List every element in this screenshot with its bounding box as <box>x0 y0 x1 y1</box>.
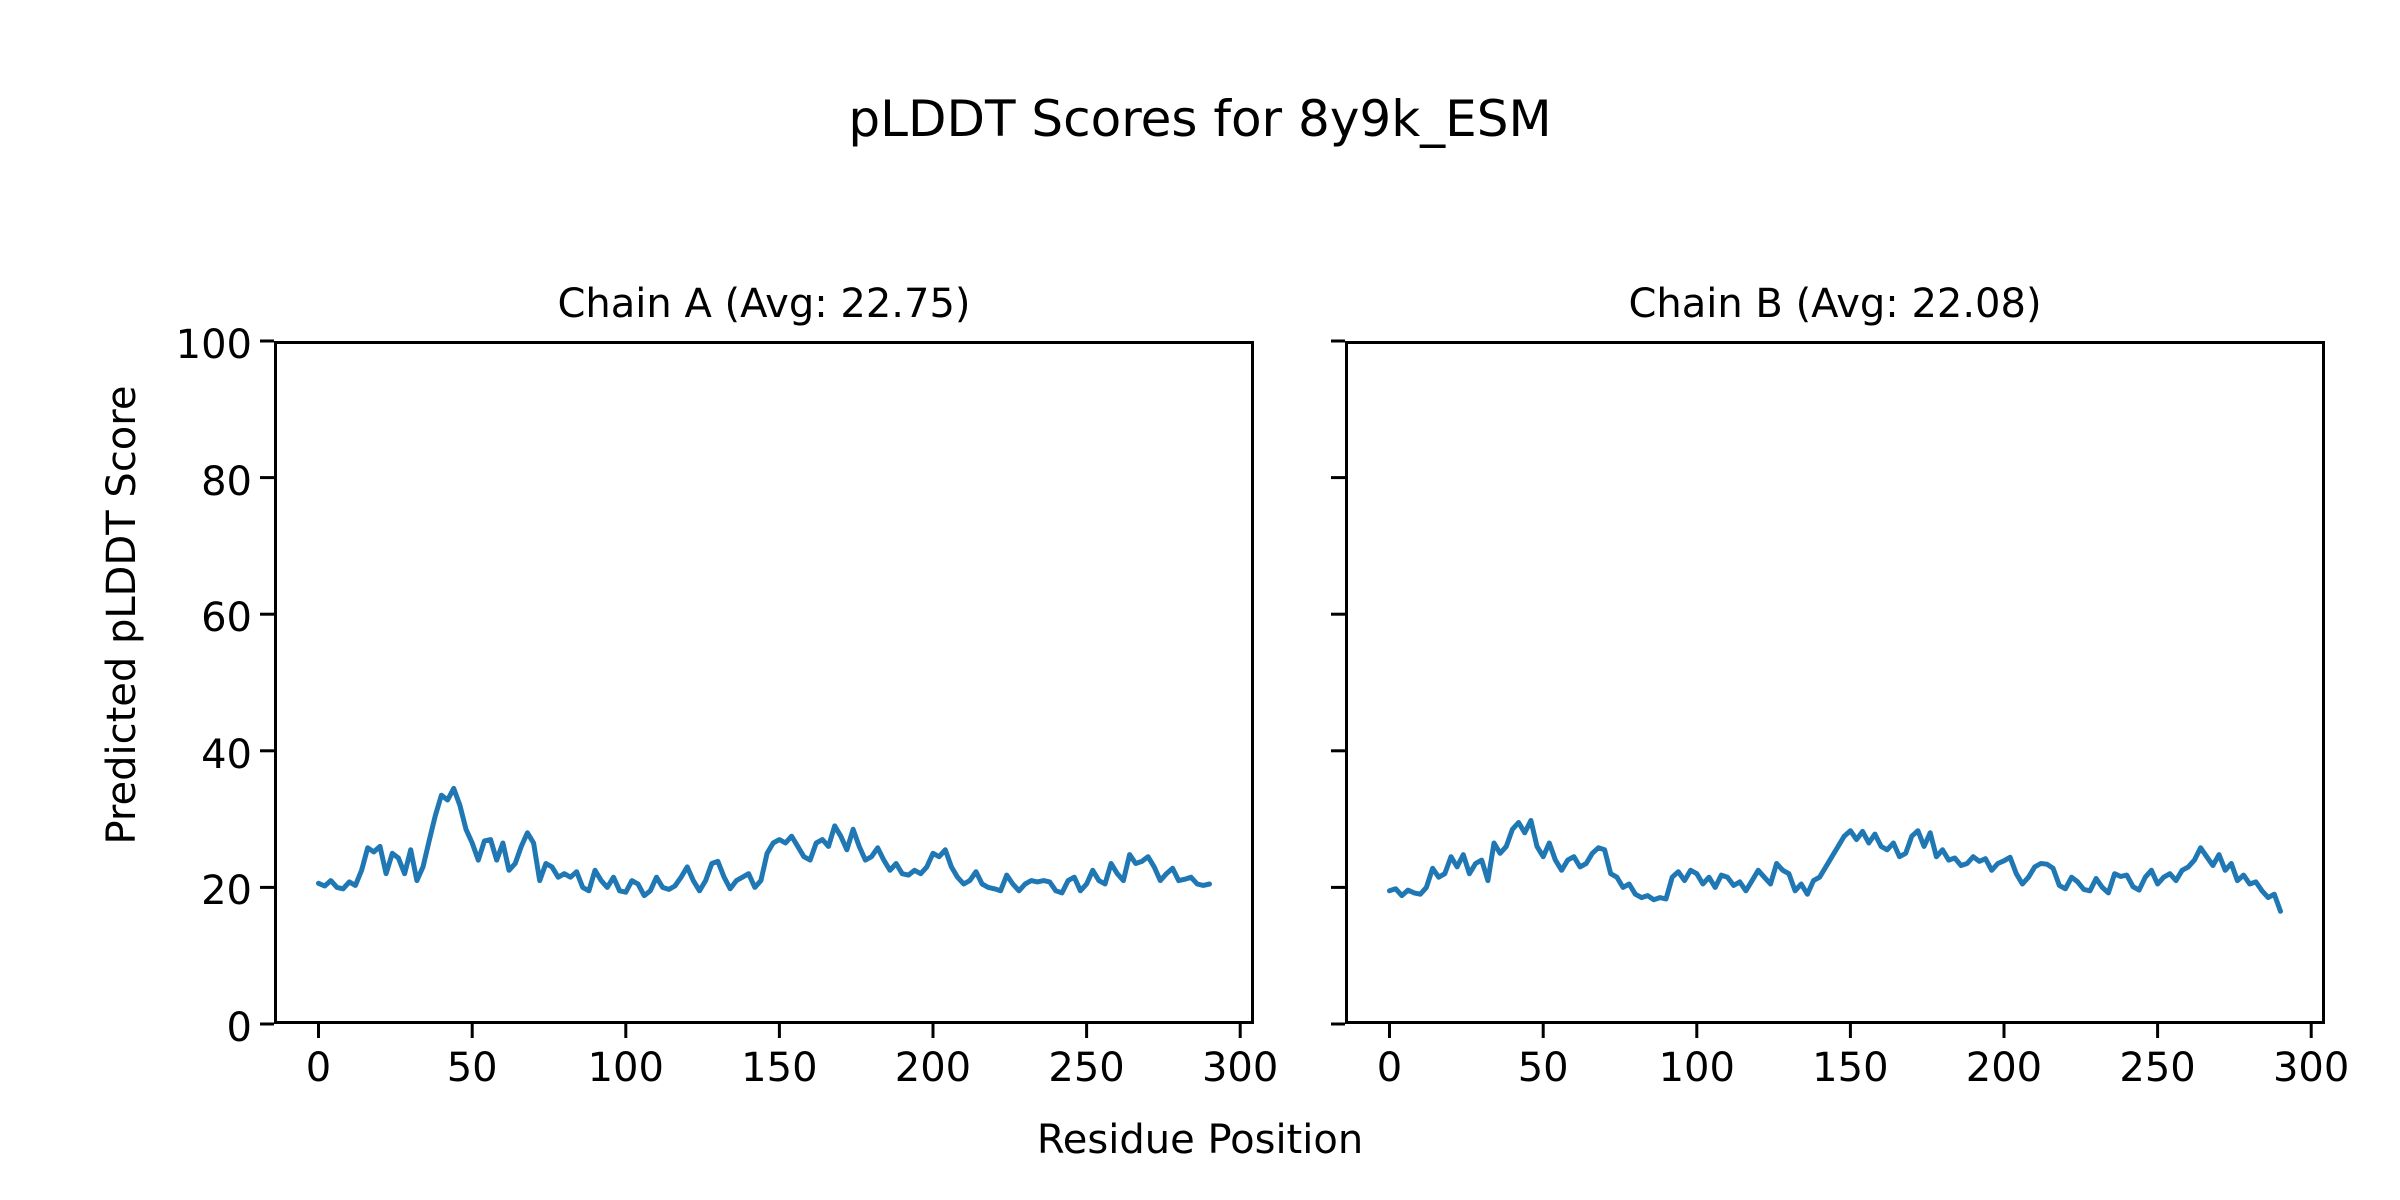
subplot-chain-b: Chain B (Avg: 22.08) <box>1331 284 2325 1038</box>
x-tick-label: 200 <box>1965 1045 2043 1091</box>
plot-area-chain-b <box>1331 339 2325 1038</box>
x-tick-label: 150 <box>741 1045 818 1091</box>
x-tick-label: 300 <box>1201 1045 1279 1091</box>
x-tick-label: 0 <box>1376 1045 1403 1091</box>
y-tick-label: 60 <box>201 595 252 642</box>
y-tick-label: 100 <box>175 322 252 368</box>
plddt-line-chain-a <box>316 785 1212 899</box>
x-tick-label: 50 <box>446 1045 498 1091</box>
x-tick-label: 250 <box>1048 1045 1125 1091</box>
subplot-chain-a: Chain A (Avg: 22.75) <box>260 284 1254 1038</box>
subplot-title-chain-a: Chain A (Avg: 22.75) <box>557 281 971 327</box>
x-tick-label: 200 <box>894 1045 972 1091</box>
x-tick-label: 100 <box>587 1045 664 1091</box>
x-axis-label: Residue Position <box>1036 1117 1364 1163</box>
axes-spines <box>1345 341 2325 1024</box>
y-tick-label: 20 <box>201 868 252 915</box>
x-tick-label: 100 <box>1658 1045 1735 1091</box>
y-tick-label: 80 <box>201 458 252 505</box>
y-tick-label: 40 <box>201 731 252 778</box>
x-tick-label: 0 <box>305 1045 332 1091</box>
x-tick-label: 150 <box>1812 1045 1889 1091</box>
plddt-line-chain-b <box>1387 818 2283 914</box>
x-tick-label: 50 <box>1517 1045 1569 1091</box>
y-tick-label: 0 <box>226 1005 252 1051</box>
plot-area-chain-a <box>260 339 1254 1038</box>
x-tick-label: 250 <box>2119 1045 2196 1091</box>
x-tick-label: 300 <box>2272 1045 2350 1091</box>
axes-spines <box>274 341 1254 1024</box>
subplot-title-chain-b: Chain B (Avg: 22.08) <box>1628 281 2042 327</box>
figure-title: pLDDT Scores for 8y9k_ESM <box>848 90 1552 148</box>
